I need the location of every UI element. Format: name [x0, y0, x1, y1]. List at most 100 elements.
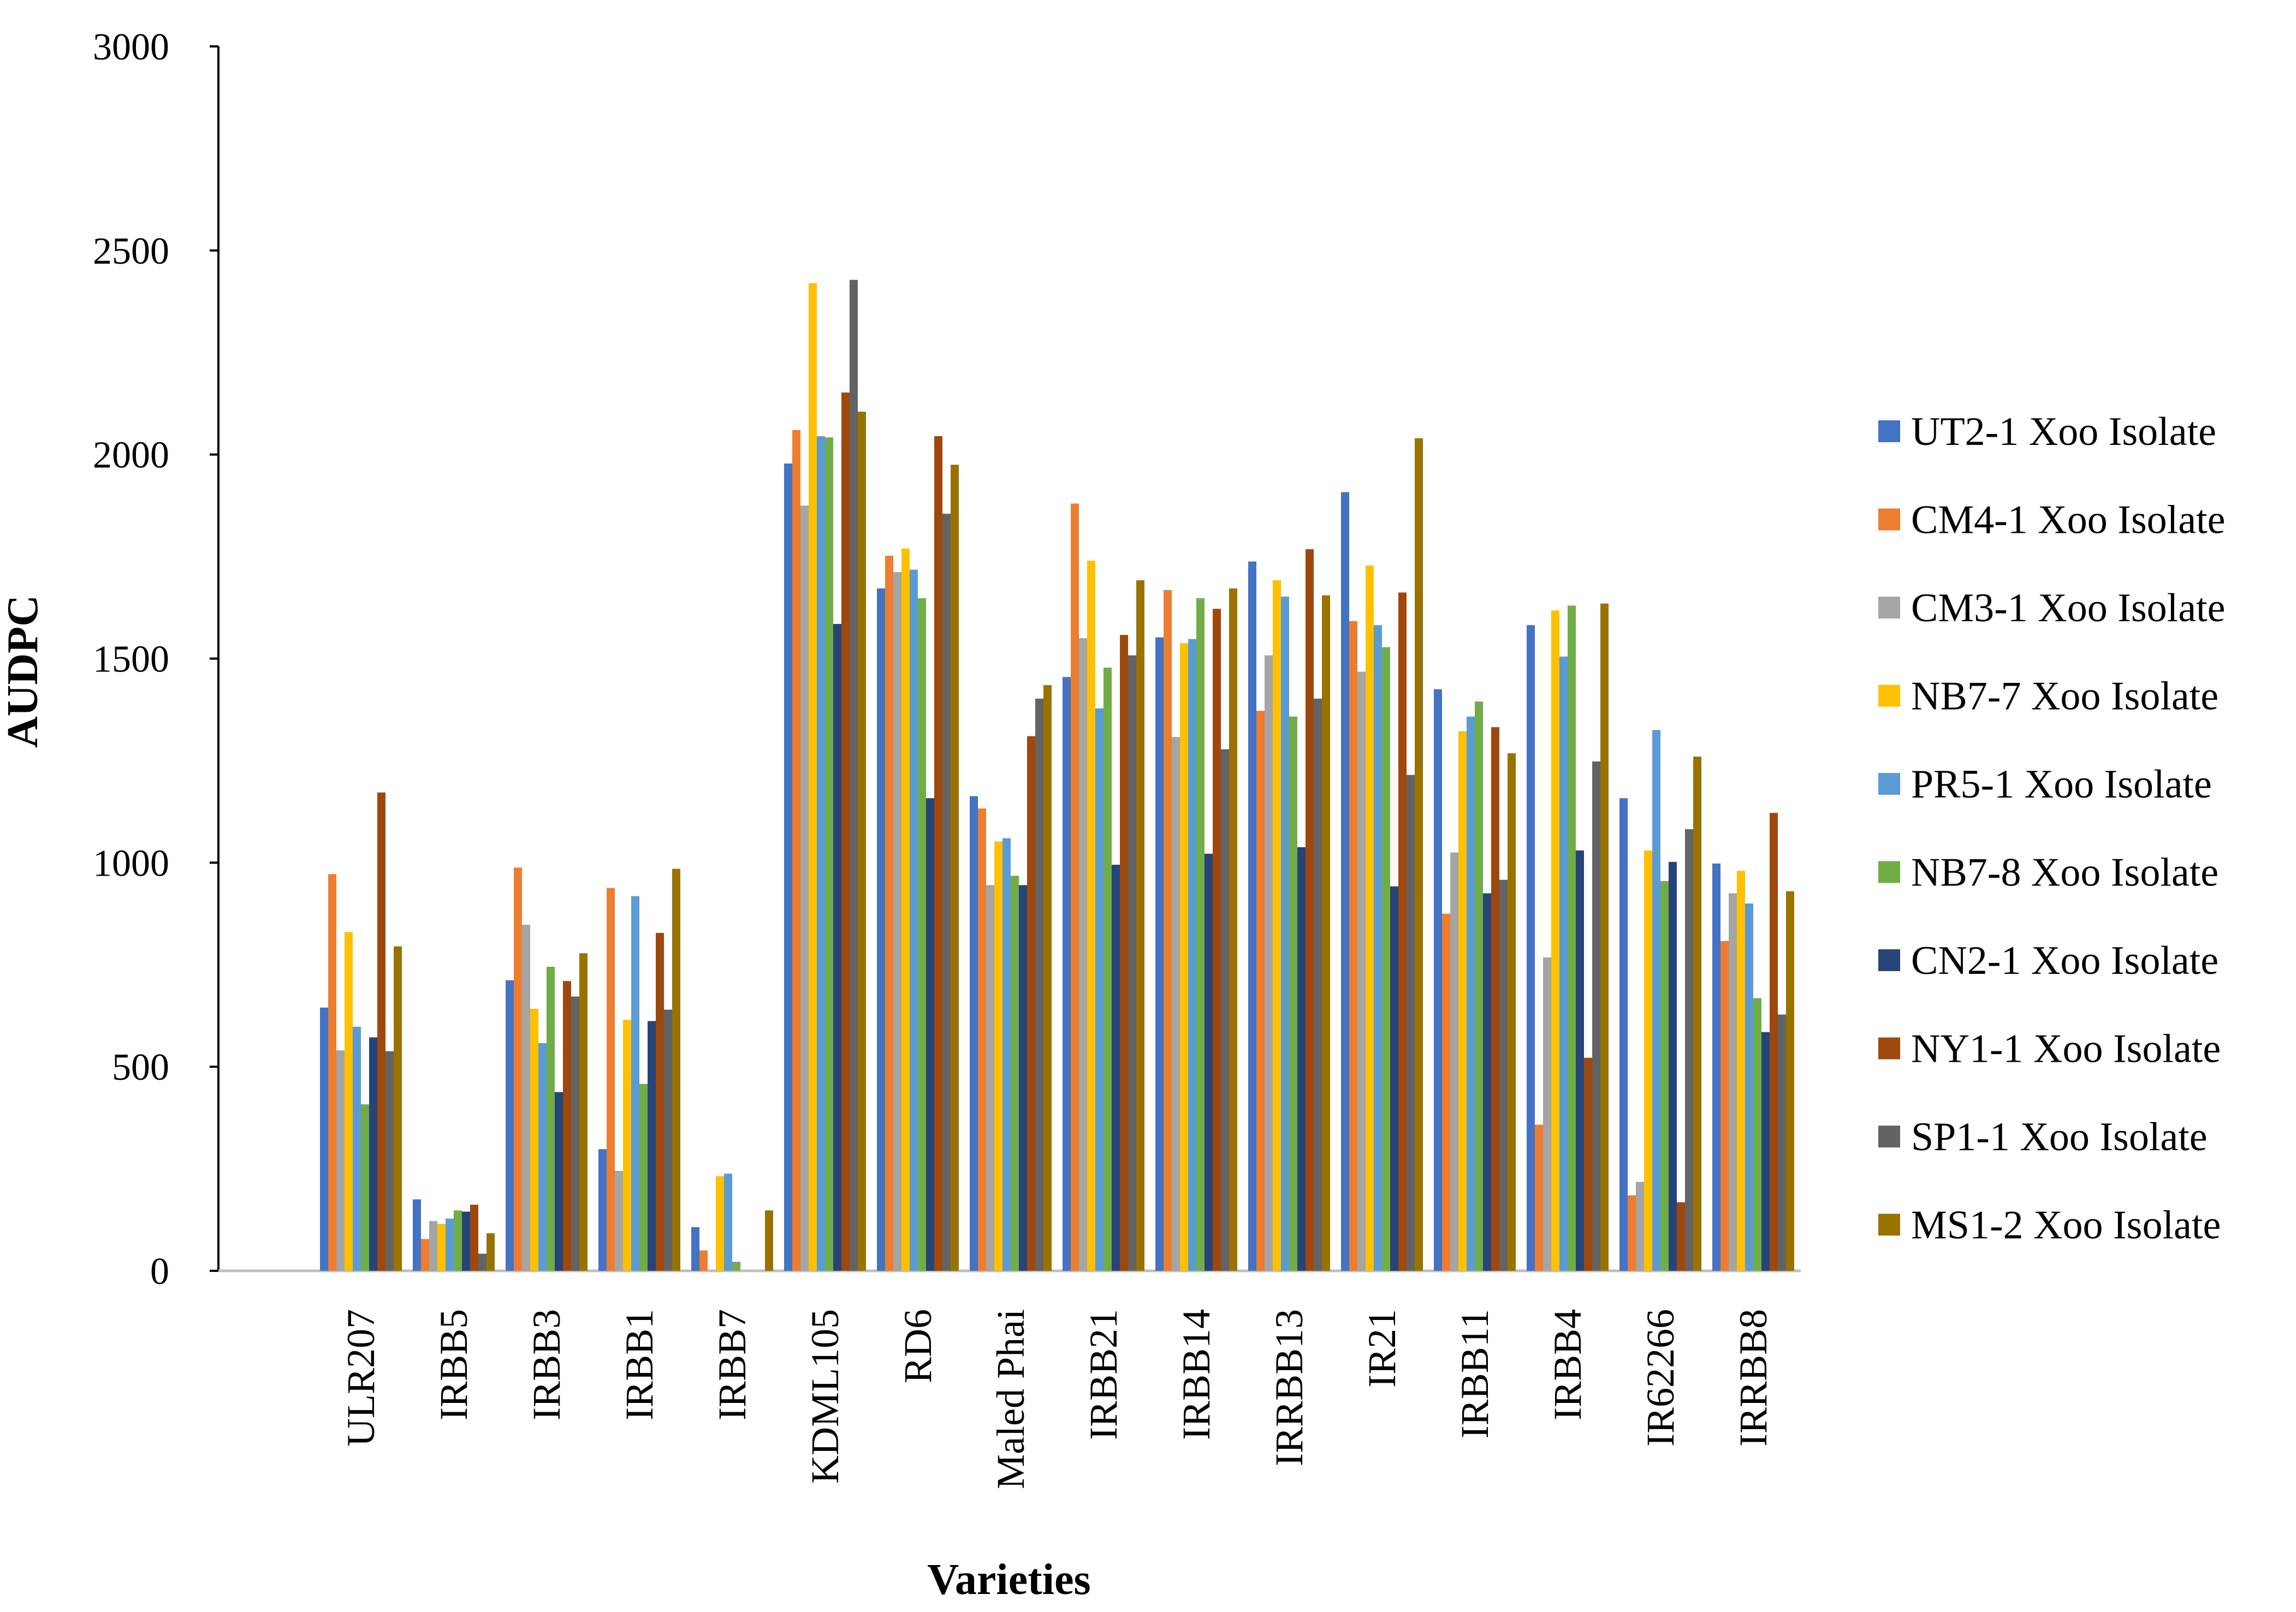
bar-irbb3-nb7-8	[547, 966, 555, 1271]
bar-irbb14-cn2-1	[1205, 853, 1213, 1271]
bar-ir21-pr5-1	[1374, 625, 1382, 1271]
bar-irbb11-ms1-2	[1508, 753, 1516, 1271]
y-axis-title: AUDPC	[0, 595, 47, 748]
bar-irbb3-ms1-2	[579, 953, 588, 1271]
legend-label: CM3-1 Xoo Isolate	[1911, 586, 2226, 630]
bar-maled-phai-cm3-1	[986, 885, 994, 1271]
legend-item: NB7-7 Xoo Isolate	[1878, 674, 2218, 719]
bar-irbb5-cm3-1	[429, 1221, 437, 1271]
bar-irbb1-ms1-2	[672, 869, 680, 1271]
bar-maled-phai-nb7-8	[1011, 876, 1019, 1271]
bar-rd6-pr5-1	[910, 569, 918, 1271]
x-tick-label: IRBB1	[618, 1309, 661, 1420]
bar-irbb7-pr5-1	[724, 1174, 732, 1271]
bar-irbb5-ut2-1	[413, 1199, 421, 1271]
legend-label: NY1-1 Xoo Isolate	[1911, 1027, 2221, 1072]
bar-ir62266-nb7-7	[1644, 850, 1652, 1271]
bar-irbb11-ut2-1	[1434, 689, 1442, 1271]
bar-irbb14-cm4-1	[1164, 590, 1172, 1271]
bar-irbb14-nb7-8	[1196, 598, 1205, 1271]
bar-irbb21-cm4-1	[1071, 503, 1079, 1271]
bar-ir62266-ut2-1	[1619, 798, 1628, 1271]
bar-irrbb8-sp1-1	[1778, 1014, 1786, 1271]
bar-irbb1-nb7-7	[623, 1020, 631, 1271]
legend-swatch	[1878, 861, 1900, 883]
bar-irbb21-ny1-1	[1120, 635, 1128, 1271]
legend-item: CN2-1 Xoo Isolate	[1878, 938, 2218, 983]
bar-ulr207-ut2-1	[320, 1007, 328, 1271]
bar-ulr207-pr5-1	[353, 1026, 361, 1271]
bar-ir21-ny1-1	[1398, 592, 1407, 1271]
bar-irrbb8-ut2-1	[1712, 863, 1720, 1271]
x-tick-label: IRBB4	[1546, 1309, 1589, 1420]
bar-irbb3-cm3-1	[522, 924, 530, 1271]
legend-item: MS1-2 Xoo Isolate	[1878, 1203, 2221, 1248]
legend-label: SP1-1 Xoo Isolate	[1911, 1115, 2208, 1159]
bar-irbb1-ny1-1	[656, 932, 664, 1271]
bar-irrbb8-nb7-7	[1737, 871, 1745, 1271]
bar-irbb5-ms1-2	[487, 1233, 495, 1271]
bar-ir21-cm4-1	[1349, 621, 1357, 1271]
bar-irrbb13-ms1-2	[1322, 595, 1330, 1271]
bar-ir62266-nb7-8	[1660, 881, 1669, 1271]
bar-irbb5-ny1-1	[470, 1204, 478, 1271]
bar-ir62266-sp1-1	[1685, 829, 1693, 1271]
category-labels: ULR207 IRBB5 IRBB3 IRBB1 IRBB7 KDML105 RD6 Male…	[339, 1309, 1775, 1489]
x-tick-label: IRBB21	[1082, 1309, 1125, 1440]
bar-irbb7-cm4-1	[699, 1250, 708, 1271]
bar-maled-phai-ms1-2	[1043, 685, 1052, 1271]
bar-irbb14-ut2-1	[1155, 637, 1164, 1271]
bar-irrbb8-cm3-1	[1729, 893, 1737, 1271]
bar-ir21-cn2-1	[1390, 886, 1398, 1271]
bar-maled-phai-ny1-1	[1027, 736, 1035, 1271]
bar-kdml105-sp1-1	[850, 279, 858, 1271]
bar-irbb4-sp1-1	[1592, 761, 1600, 1271]
bar-rd6-ut2-1	[877, 588, 885, 1271]
bar-kdml105-ny1-1	[841, 392, 850, 1271]
bar-ir62266-cm3-1	[1636, 1182, 1644, 1271]
y-tick-label: 2000	[93, 435, 169, 477]
bar-irrbb13-pr5-1	[1281, 596, 1289, 1271]
bar-irbb4-ny1-1	[1584, 1057, 1592, 1271]
bar-ulr207-nb7-7	[345, 932, 353, 1271]
bar-irrbb13-sp1-1	[1314, 698, 1322, 1271]
bar-irbb1-cm3-1	[615, 1170, 623, 1271]
legend-item: CM4-1 Xoo Isolate	[1878, 498, 2226, 543]
bar-irbb1-nb7-8	[639, 1084, 648, 1271]
legend-swatch	[1878, 685, 1900, 707]
legend-swatch	[1878, 1214, 1900, 1236]
bar-ir21-cm3-1	[1357, 671, 1366, 1271]
bar-irbb4-ut2-1	[1527, 625, 1535, 1271]
bar-rd6-cm4-1	[885, 556, 893, 1271]
bar-kdml105-nb7-7	[809, 283, 817, 1271]
legend-label: PR5-1 Xoo Isolate	[1911, 762, 2212, 807]
bar-irbb1-cn2-1	[648, 1021, 656, 1271]
legend-swatch	[1878, 420, 1900, 442]
x-tick-label: IRBB5	[432, 1309, 476, 1420]
x-tick-label: ULR207	[339, 1309, 383, 1447]
legend-label: UT2-1 Xoo Isolate	[1911, 409, 2216, 454]
y-axis: 0 500 1000 1500 2000 2500 3000	[93, 26, 219, 1293]
bar-ir62266-ms1-2	[1693, 756, 1701, 1271]
bar-irbb1-ut2-1	[598, 1149, 607, 1271]
bar-irbb5-cn2-1	[462, 1211, 470, 1271]
bar-irbb3-nb7-7	[530, 1008, 538, 1271]
bar-ir62266-ny1-1	[1677, 1202, 1685, 1271]
legend-item: UT2-1 Xoo Isolate	[1878, 409, 2216, 454]
bar-irbb14-pr5-1	[1188, 639, 1196, 1271]
bar-irbb7-ut2-1	[691, 1227, 699, 1271]
bar-kdml105-ut2-1	[784, 463, 792, 1271]
bar-irbb11-nb7-8	[1475, 701, 1483, 1271]
bar-kdml105-nb7-8	[825, 437, 833, 1271]
legend-label: CM4-1 Xoo Isolate	[1911, 498, 2226, 543]
legend-label: NB7-8 Xoo Isolate	[1911, 850, 2218, 895]
bar-rd6-sp1-1	[942, 514, 951, 1271]
bar-irrbb8-ny1-1	[1770, 813, 1778, 1271]
legend-item: NY1-1 Xoo Isolate	[1878, 1027, 2221, 1072]
bar-irbb21-cn2-1	[1112, 865, 1120, 1271]
bar-irbb11-pr5-1	[1467, 716, 1475, 1271]
bar-irbb4-pr5-1	[1559, 656, 1568, 1271]
bar-ulr207-ms1-2	[394, 946, 402, 1271]
bar-irrbb13-cm4-1	[1256, 711, 1265, 1271]
